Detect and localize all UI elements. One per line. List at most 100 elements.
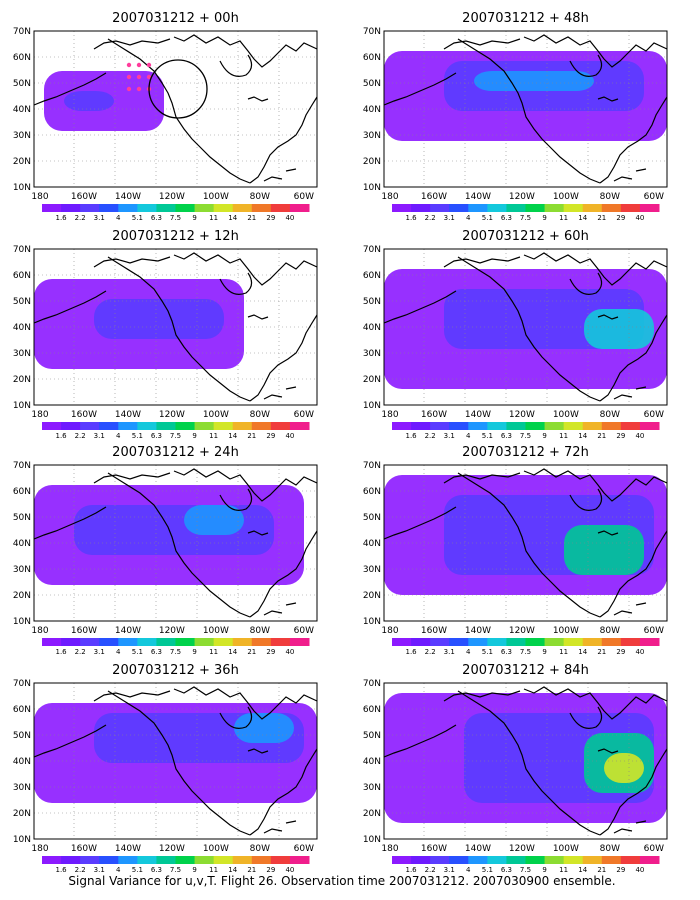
colorbar-level-label: 14: [228, 214, 237, 222]
colorbar-swatch: [525, 856, 546, 864]
latitude-label: 20N: [13, 375, 31, 385]
latitude-label: 60N: [363, 705, 381, 715]
coastline: [523, 686, 668, 720]
latitude-label: 40N: [363, 323, 381, 333]
longitude-label: 180: [381, 844, 398, 854]
colorbar-swatch: [251, 204, 272, 212]
coastline: [613, 602, 647, 616]
map-frame: [383, 464, 668, 622]
longitude-label: 160W: [71, 844, 97, 854]
colorbar-level-label: 29: [266, 214, 275, 222]
longitude-label: 100W: [553, 192, 579, 202]
colorbar-level-label: 6.3: [151, 432, 162, 440]
colorbar-swatch: [544, 638, 565, 646]
colorbar-swatch: [251, 422, 272, 430]
coastline: [33, 724, 107, 758]
variance-region: [584, 309, 654, 349]
latitude-label: 10N: [363, 401, 381, 411]
map-panel: 2007031212 + 48h 70N 60N 50N 40N 30N 20N 10N180…: [363, 11, 668, 222]
colorbar-swatch: [175, 638, 196, 646]
coastline: [613, 386, 647, 400]
map-frame: [33, 682, 318, 840]
map-frame: [33, 464, 318, 622]
colorbar-level-label: 29: [266, 648, 275, 656]
colorbar-swatch: [525, 638, 546, 646]
colorbar-level-label: 4: [116, 432, 121, 440]
longitude-label: 180: [31, 626, 48, 636]
colorbar-swatch: [639, 204, 660, 212]
colorbar-swatch: [392, 856, 412, 864]
colorbar-swatch: [194, 638, 215, 646]
coastline: [443, 256, 521, 268]
colorbar-swatch: [232, 856, 253, 864]
colorbar-level-label: 4: [116, 866, 121, 874]
latitude-label: 70N: [13, 27, 31, 37]
latitude-label: 20N: [13, 809, 31, 819]
colorbar-swatch: [61, 638, 81, 646]
map-panel: 2007031212 + 84h 70N 60N 50N 40N 30N 20N 10N180…: [363, 663, 668, 874]
coastline: [173, 468, 318, 502]
longitude-label: 120W: [159, 626, 185, 636]
colorbar-level-label: 21: [597, 648, 606, 656]
colorbar-level-label: 4: [116, 648, 121, 656]
colorbar-level-label: 40: [285, 866, 294, 874]
colorbar-level-label: 11: [209, 866, 218, 874]
map-panel: 2007031212 + 72h 70N 60N 50N 40N 30N 20N 10N180…: [363, 445, 668, 656]
colorbar-level-label: 29: [616, 866, 625, 874]
latitude-label: 50N: [363, 79, 381, 89]
variance-region: [94, 299, 224, 339]
longitude-label: 80W: [600, 626, 620, 636]
colorbar-level-label: 9: [192, 432, 196, 440]
longitude-label: 180: [381, 410, 398, 420]
colorbar-level-label: 29: [616, 214, 625, 222]
latitude-label: 60N: [13, 53, 31, 63]
coastline: [443, 38, 521, 50]
longitude-label: 100W: [203, 844, 229, 854]
longitude-label: 180: [31, 844, 48, 854]
map-area: [383, 30, 668, 188]
figure-caption: Signal Variance for u,v,T. Flight 26. Ob…: [68, 874, 615, 888]
colorbar-swatch: [156, 422, 176, 430]
colorbar-level-label: 11: [209, 214, 218, 222]
coastline: [219, 706, 253, 729]
map-area: [383, 248, 668, 406]
longitude-label: 160W: [71, 410, 97, 420]
colorbar-swatch: [270, 422, 291, 430]
latitude-label: 30N: [363, 131, 381, 141]
colorbar-level-label: 11: [559, 866, 568, 874]
colorbar-swatch: [232, 638, 253, 646]
observation-dot: [146, 62, 152, 68]
longitude-label: 80W: [600, 410, 620, 420]
latitude-label: 40N: [363, 105, 381, 115]
colorbar-level-label: 2.2: [75, 866, 86, 874]
colorbar-level-label: 9: [192, 866, 196, 874]
colorbar-swatch: [99, 638, 119, 646]
colorbar-level-label: 2.2: [75, 432, 86, 440]
colorbar-level-label: 5.1: [482, 648, 493, 656]
coastline: [93, 690, 171, 702]
latitude-label: 40N: [13, 757, 31, 767]
colorbar-swatch: [487, 856, 507, 864]
map-panel: 2007031212 + 60h 70N 60N 50N 40N 30N 20N 10N180…: [363, 229, 668, 440]
colorbar-level-label: 21: [247, 214, 256, 222]
longitude-label: 120W: [159, 844, 185, 854]
colorbar-level-label: 11: [559, 648, 568, 656]
colorbar-level-label: 14: [578, 432, 587, 440]
colorbar-swatch: [232, 422, 253, 430]
colorbar-swatch: [80, 856, 100, 864]
colorbar-level-label: 7.5: [170, 214, 181, 222]
latitude-label: 70N: [363, 27, 381, 37]
colorbar-level-label: 14: [578, 648, 587, 656]
colorbar-level-label: 7.5: [520, 432, 531, 440]
latitude-label: 40N: [363, 539, 381, 549]
panel-title: 2007031212 + 72h: [462, 445, 589, 460]
longitude-label: 180: [31, 192, 48, 202]
colorbar-swatch: [175, 204, 196, 212]
colorbar-level-label: 9: [542, 214, 546, 222]
colorbar-level-label: 29: [266, 432, 275, 440]
colorbar-level-label: 14: [228, 648, 237, 656]
colorbar-level-label: 1.6: [56, 648, 68, 656]
colorbar-level-label: 29: [616, 648, 625, 656]
colorbar-swatch: [449, 638, 469, 646]
colorbar-swatch: [392, 422, 412, 430]
